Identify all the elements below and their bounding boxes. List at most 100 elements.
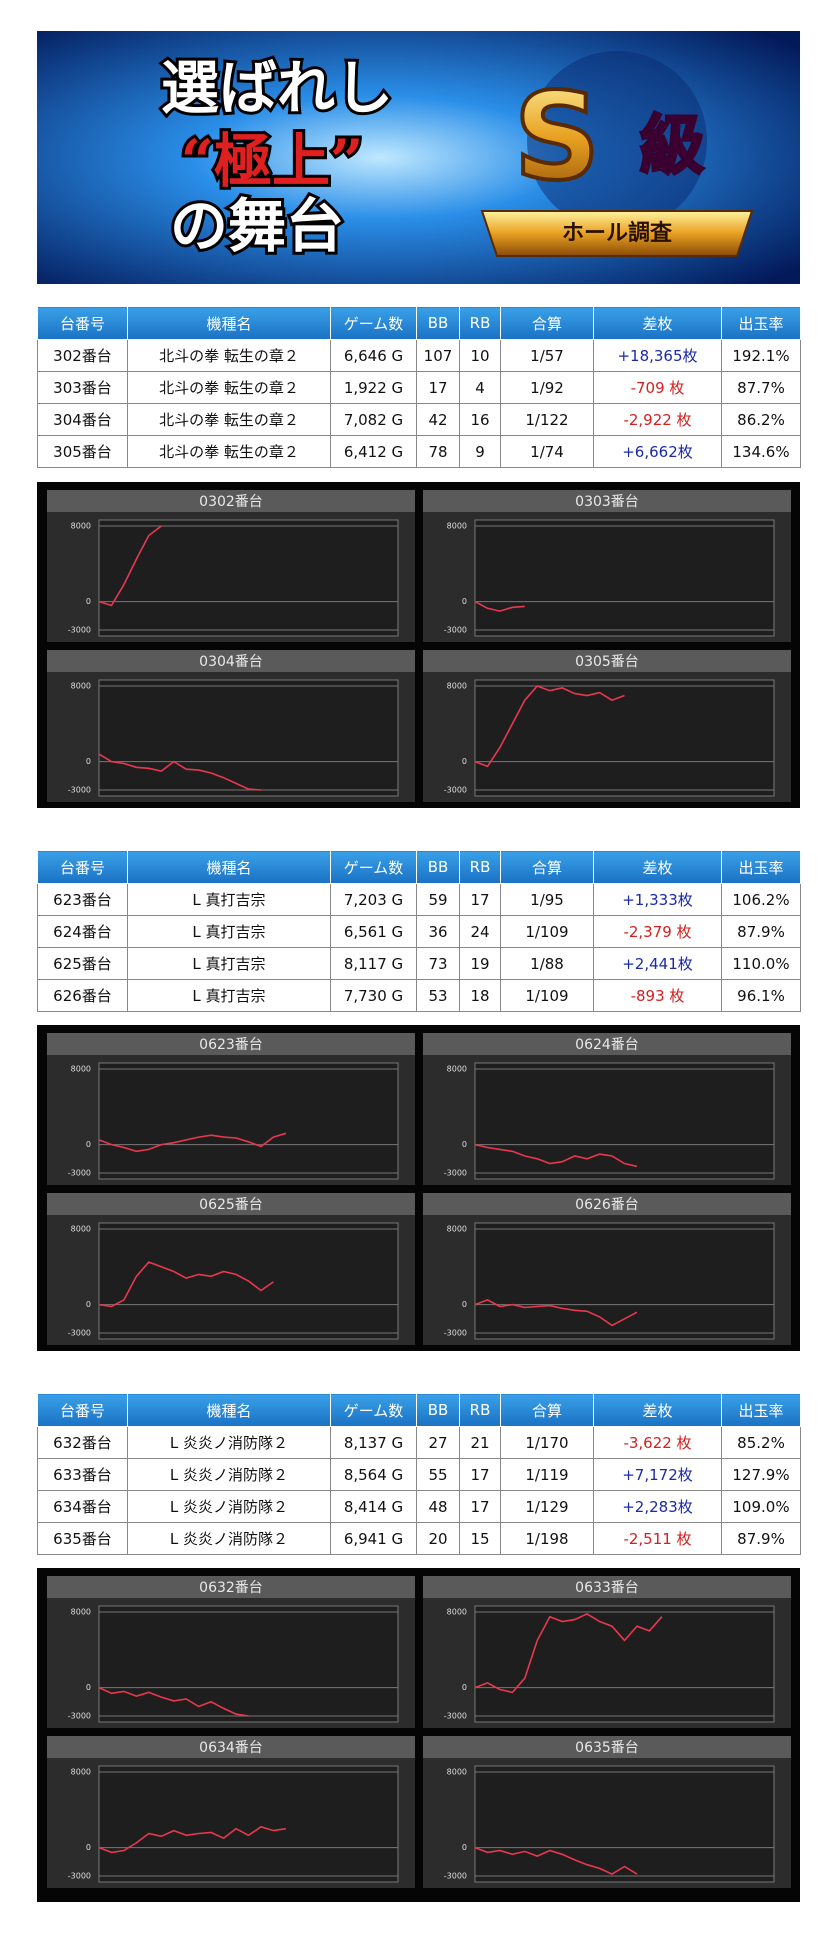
table-cell: 1/109 [500, 915, 594, 948]
plot-frame [98, 1605, 399, 1723]
badge-ribbon-bg [480, 210, 754, 257]
mini-chart: 0625番台 8000 0 -3000 [47, 1193, 415, 1345]
table-cell: L 真打吉宗 [127, 915, 331, 948]
chart-title: 0624番台 [575, 1037, 639, 1053]
table-cell: 17 [416, 371, 460, 404]
panel-title-bar [423, 1033, 791, 1055]
y-tick-label: -3000 [68, 1169, 91, 1178]
y-tick-label: -3000 [444, 786, 467, 795]
line-series [474, 1299, 638, 1327]
table-cell: 8,117 G [330, 947, 417, 980]
table-row: 633番台 L 炎炎ノ消防隊２ 8,564 G 55 17 1/119 +7,172枚 127… [37, 1458, 801, 1491]
header-cell: BB [416, 850, 460, 884]
banner: 選ばれし “極上” の舞台 S 級 ホール調査 [37, 31, 800, 284]
plot-frame [98, 519, 399, 637]
table-cell: 55 [416, 1458, 460, 1491]
line-series [98, 1132, 287, 1153]
banner-text: 選ばれし “極上” の舞台 [158, 51, 396, 263]
y-tick-label: 8000 [447, 682, 467, 691]
chart-title: 0304番台 [199, 654, 263, 670]
y-tick-label: 8000 [71, 522, 91, 531]
table-cell: 632番台 [37, 1426, 128, 1459]
table-cell: -893 枚 [593, 979, 722, 1012]
badge-ribbon: ホール調査 [562, 220, 673, 246]
table-cell: 16 [459, 403, 501, 436]
y-tick-label: 8000 [447, 1768, 467, 1777]
table-cell: L 真打吉宗 [127, 883, 331, 916]
y-tick-label: 0 [86, 1140, 91, 1149]
data-table: 台番号 機種名 ゲーム数 BB RB 合算 差枚 出玉率 302番台 北斗の拳 転生の章２ 6,64… [37, 306, 801, 468]
panel-title-bar [47, 1033, 415, 1055]
table-cell: 1/88 [500, 947, 594, 980]
plot-frame [98, 1062, 399, 1180]
header-cell: RB [459, 1393, 501, 1427]
table-cell: -709 枚 [593, 371, 722, 404]
table-cell: 6,646 G [330, 339, 417, 372]
plot-frame [474, 1605, 775, 1723]
table-cell: 北斗の拳 転生の章２ [127, 339, 331, 372]
y-tick-label: -3000 [68, 626, 91, 635]
table-cell: 96.1% [721, 979, 801, 1012]
table-cell: 6,412 G [330, 435, 417, 468]
table-cell: 10 [459, 339, 501, 372]
y-tick-label: -3000 [444, 1329, 467, 1338]
table-cell: 17 [459, 883, 501, 916]
table-cell: -2,922 枚 [593, 403, 722, 436]
y-tick-label: 0 [462, 597, 467, 606]
header-cell: RB [459, 850, 501, 884]
table-cell: 106.2% [721, 883, 801, 916]
table-cell: +6,662枚 [593, 435, 722, 468]
table-cell: 110.0% [721, 947, 801, 980]
chart-title: 0303番台 [575, 494, 639, 510]
y-tick-label: 0 [86, 1843, 91, 1852]
table-cell: 48 [416, 1490, 460, 1523]
y-tick-label: -3000 [68, 786, 91, 795]
header-cell: ゲーム数 [330, 306, 417, 340]
table-row: 635番台 L 炎炎ノ消防隊２ 6,941 G 20 15 1/198 -2,511 枚 87… [37, 1522, 801, 1555]
header-cell: BB [416, 1393, 460, 1427]
banner-line2: “極上” [181, 127, 364, 195]
table-cell: 7,082 G [330, 403, 417, 436]
plot-frame [474, 1765, 775, 1883]
table-cell: 15 [459, 1522, 501, 1555]
line-series [474, 600, 525, 612]
header-cell: 差枚 [593, 1393, 722, 1427]
table-cell: L 炎炎ノ消防隊２ [127, 1490, 331, 1523]
header-cell: 機種名 [127, 850, 331, 884]
table-row: 632番台 L 炎炎ノ消防隊２ 8,137 G 27 21 1/170 -3,622 枚 85… [37, 1426, 801, 1459]
y-tick-label: 0 [462, 1140, 467, 1149]
table-cell: 634番台 [37, 1490, 128, 1523]
table-cell: 20 [416, 1522, 460, 1555]
table-cell: 27 [416, 1426, 460, 1459]
y-tick-label: 0 [462, 1683, 467, 1692]
panel-title-bar [423, 1736, 791, 1758]
table-cell: 北斗の拳 転生の章２ [127, 403, 331, 436]
y-tick-label: -3000 [444, 626, 467, 635]
header-cell: 合算 [500, 1393, 594, 1427]
header-cell: 機種名 [127, 1393, 331, 1427]
header-cell: 台番号 [37, 850, 128, 884]
table-cell: 192.1% [721, 339, 801, 372]
table-cell: 1/170 [500, 1426, 594, 1459]
mini-chart: 0305番台 8000 0 -3000 [423, 650, 791, 802]
chart-panel-block: 0632番台 8000 0 -3000 0633番台 8000 0 -3000 0634番台 80… [37, 1568, 800, 1902]
panel-title-bar [47, 650, 415, 672]
chart-title: 0625番台 [199, 1197, 263, 1213]
banner-line1: 選ばれし [161, 54, 393, 122]
table-cell: 1,922 G [330, 371, 417, 404]
mini-chart: 0302番台 8000 0 -3000 [47, 490, 415, 642]
table-cell: 623番台 [37, 883, 128, 916]
y-tick-label: 0 [86, 1683, 91, 1692]
chart-title: 0623番台 [199, 1037, 263, 1053]
table-cell: +2,441枚 [593, 947, 722, 980]
table-cell: 7,203 G [330, 883, 417, 916]
plot-frame [474, 1062, 775, 1180]
y-tick-label: -3000 [444, 1712, 467, 1721]
panel-title-bar [423, 1193, 791, 1215]
mini-chart: 0633番台 8000 0 -3000 [423, 1576, 791, 1728]
plot-frame [98, 679, 399, 797]
table-cell: 304番台 [37, 403, 128, 436]
header-cell: 出玉率 [721, 1393, 801, 1427]
table-cell: 17 [459, 1490, 501, 1523]
table-cell: 107 [416, 339, 460, 372]
